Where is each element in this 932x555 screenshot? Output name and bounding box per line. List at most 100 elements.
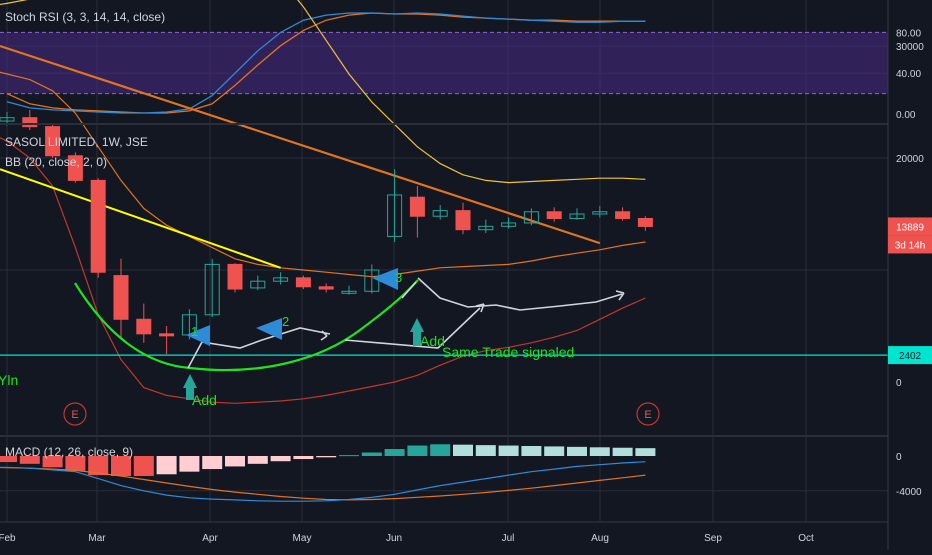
- candle-body: [0, 117, 15, 122]
- candle-body: [113, 275, 129, 320]
- price-tick: 0: [896, 378, 902, 389]
- resistance-trendline: [0, 44, 601, 245]
- macd-histogram-bar: [133, 456, 154, 477]
- candle-body: [22, 117, 38, 128]
- macd-histogram-bar: [521, 445, 542, 456]
- white-arrows: [187, 277, 625, 369]
- macd-histogram-bar: [589, 447, 610, 456]
- blue-arrow-1: [186, 325, 210, 346]
- candle-body: [90, 179, 106, 273]
- bar-timer-badge: 3d 14h: [895, 240, 926, 251]
- candle-body: [318, 286, 334, 290]
- candle-body: [136, 318, 152, 335]
- white-arrow-link: [401, 281, 417, 299]
- bb-title: BB (20, close, 2, 0): [5, 155, 107, 169]
- candle-body: [569, 213, 585, 219]
- macd-histogram-bar: [453, 444, 473, 456]
- white-arrowhead-1: [320, 330, 328, 341]
- add-arrow-2-stem: [413, 332, 421, 346]
- macd-histogram-bar: [270, 456, 291, 462]
- time-tick: Sep: [704, 533, 722, 544]
- add-arrow-2: [410, 318, 424, 332]
- level-badge-2402: 2402: [899, 351, 922, 362]
- candle-body: [341, 290, 357, 294]
- time-tick: Jul: [502, 533, 515, 544]
- macd-histogram-bar: [612, 447, 633, 456]
- stoch-rsi-tick: 80.00: [896, 28, 921, 39]
- macd-histogram-bar: [156, 456, 177, 475]
- add-arrow-1: [183, 374, 197, 388]
- macd-histogram-bar: [361, 452, 382, 456]
- candle-body: [615, 211, 631, 219]
- bb-upper-line: [0, 0, 646, 184]
- price-tick: 30000: [896, 42, 924, 53]
- price-tick: 20000: [896, 154, 924, 165]
- stoch-rsi-tick: 40.00: [896, 69, 921, 80]
- macd-histogram-bar: [567, 446, 587, 456]
- bar-timer-badge-bg: [888, 235, 932, 254]
- left-edge-label: Yln: [0, 372, 18, 388]
- candle-body: [273, 277, 289, 282]
- macd-signal-line: [0, 466, 646, 501]
- stoch-rsi-title: Stoch RSI (3, 3, 14, 14, close): [5, 10, 165, 24]
- time-tick: Aug: [591, 533, 609, 544]
- earnings-marker-1[interactable]: [63, 402, 87, 426]
- green-curve: [74, 279, 419, 372]
- add-label-1: Add: [192, 392, 217, 408]
- macd-histogram-bar: [316, 456, 337, 458]
- candle-body: [159, 333, 175, 337]
- macd-histogram-bar: [0, 456, 17, 463]
- bollinger-bands: [0, 0, 646, 404]
- trendlines: [0, 44, 601, 269]
- drawings: Add Add Same Trade signaled 1 2 3 Yln E …: [0, 268, 660, 426]
- macd-histogram-bar: [88, 456, 109, 476]
- earnings-marker-2[interactable]: [636, 402, 660, 426]
- time-tick: Feb: [0, 533, 16, 544]
- blue-arrow-3: [372, 268, 398, 290]
- macd-histogram-bar: [544, 446, 565, 456]
- macd-histogram-bar: [65, 456, 86, 471]
- macd-title: MACD (12, 26, close, 9): [5, 445, 133, 459]
- candle-body: [432, 210, 448, 217]
- bb-lower-line: [0, 137, 646, 404]
- candle-body: [227, 263, 243, 290]
- macd-histogram-bar: [475, 445, 496, 456]
- axis-labels[interactable]: 80.0040.000.0040000300002000000-4000FebM…: [0, 0, 924, 544]
- bb-basis-line: [0, 71, 646, 278]
- macd-histogram-bar: [42, 456, 63, 468]
- earnings-label-2: E: [644, 409, 651, 421]
- macd-lines: [0, 461, 646, 502]
- candle-body: [387, 194, 403, 237]
- macd-histogram-bar: [430, 444, 451, 456]
- support-trendline: [0, 168, 281, 269]
- symbol-title: SASOL LIMITED, 1W, JSE: [5, 135, 148, 149]
- stoch-rsi-lines: [6, 12, 646, 114]
- add-arrow-1-stem: [186, 388, 194, 400]
- candle-body: [455, 210, 471, 231]
- level-badge-2402-bg: [888, 346, 932, 365]
- candle-body: [67, 155, 83, 181]
- white-arrow-path-2: [344, 307, 481, 349]
- last-price-badge: 13889: [896, 222, 924, 233]
- step-label-1: 1: [191, 324, 198, 339]
- time-tick: May: [293, 533, 312, 544]
- step-label-2: 2: [282, 314, 289, 329]
- macd-histogram-bar: [19, 456, 40, 464]
- same-trade-label: Same Trade signaled: [442, 344, 574, 360]
- candle-body: [637, 217, 653, 227]
- white-arrowhead-3: [615, 290, 625, 301]
- macd-histogram-bar: [293, 456, 314, 460]
- stoch-rsi-band: [0, 32, 888, 94]
- candle-body: [204, 263, 220, 316]
- macd-histogram-bar: [247, 456, 268, 464]
- stoch-rsi-tick: 0.00: [896, 110, 916, 121]
- time-tick: Oct: [798, 533, 814, 544]
- macd-histogram-bar: [202, 456, 223, 470]
- horizontal-levels: [0, 354, 888, 356]
- candles[interactable]: [0, 109, 653, 354]
- white-arrow-path-1: [187, 327, 331, 369]
- macd-tick: 0: [896, 452, 902, 463]
